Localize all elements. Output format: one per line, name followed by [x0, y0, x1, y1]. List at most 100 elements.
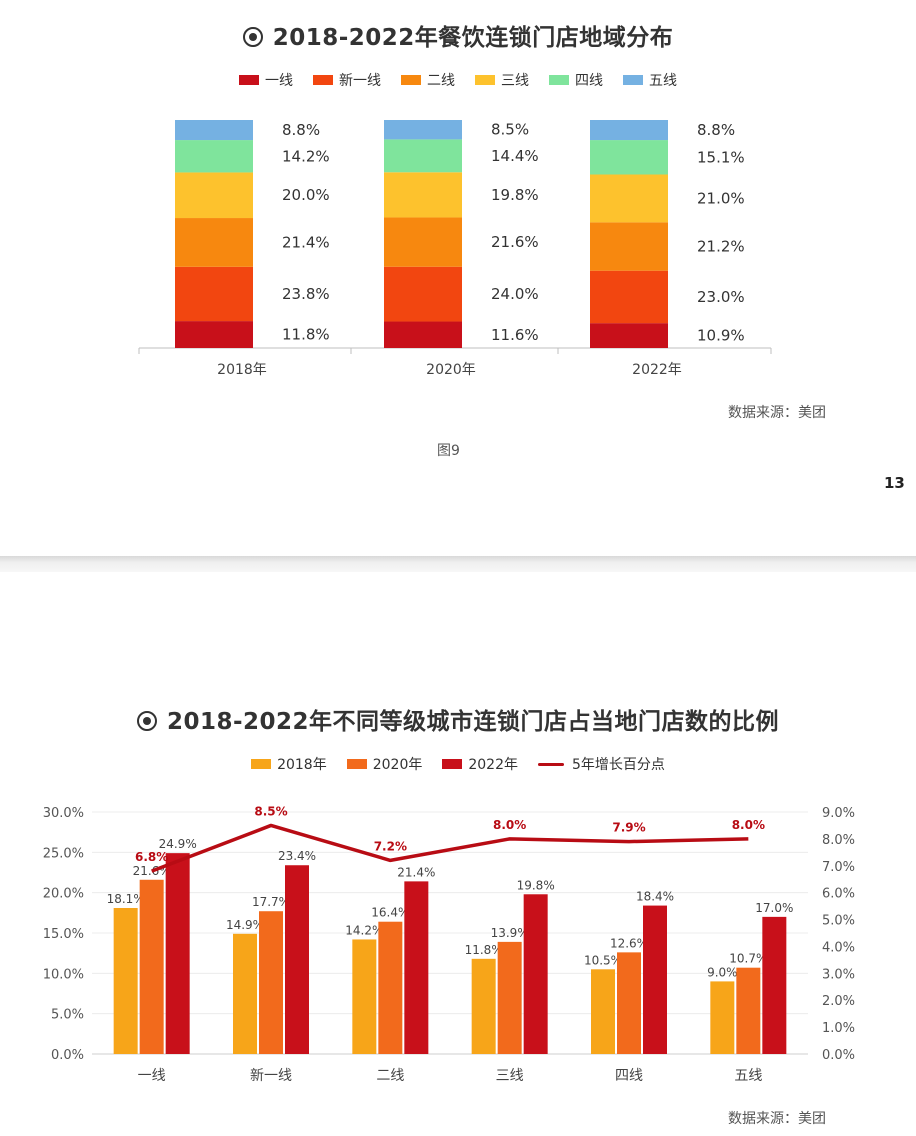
line-data-label: 7.9%	[612, 821, 645, 835]
data-label: 18.1%	[107, 892, 145, 906]
legend-swatch	[442, 759, 463, 769]
y2-tick-label: 8.0%	[822, 833, 855, 848]
stacked-bar-segment	[590, 270, 668, 324]
y2-tick-label: 3.0%	[822, 967, 855, 982]
y2-tick-label: 4.0%	[822, 940, 855, 955]
legend-label: 二线	[427, 73, 455, 89]
data-label: 21.6%	[491, 233, 539, 251]
data-label: 11.6%	[491, 326, 539, 344]
stacked-bar-segment	[384, 172, 462, 218]
data-label: 8.8%	[697, 121, 735, 139]
legend-swatch	[313, 75, 333, 85]
chart2-legend: 2018年 2020年 2022年 5年增长百分点	[0, 754, 916, 774]
y2-tick-label: 5.0%	[822, 914, 855, 929]
data-label: 23.8%	[282, 285, 330, 303]
report-page-14: 2018-2022年不同等级城市连锁门店占当地门店数的比例 2018年 2020年…	[0, 572, 916, 1136]
legend-label: 2020年	[372, 757, 423, 773]
legend-label: 一线	[265, 73, 293, 89]
report-page-13: 2018-2022年餐饮连锁门店地域分布 一线 新一线 二线 三线 四线 五线 11.8%…	[0, 0, 916, 556]
data-label: 14.9%	[226, 918, 264, 932]
data-label: 8.5%	[491, 121, 529, 139]
data-label: 21.0%	[697, 189, 745, 207]
legend-swatch	[251, 759, 272, 769]
legend-item: 2022年	[442, 754, 518, 774]
stacked-bar-segment	[590, 323, 668, 348]
stacked-bar-segment	[175, 218, 253, 267]
bar	[710, 981, 735, 1054]
x-tick-label: 2018年	[217, 362, 267, 378]
legend-item: 2018年	[251, 754, 327, 774]
stacked-bar-chart: 11.8% 23.8% 21.4% 20.0% 14.2% 8.8% 2018年 11.6% 2…	[138, 120, 772, 378]
bar	[139, 879, 164, 1054]
bar	[643, 905, 667, 1054]
y-tick-label: 10.0%	[43, 967, 84, 982]
data-label: 12.6%	[610, 936, 648, 950]
legend-item: 一线	[239, 70, 293, 90]
bar	[762, 916, 787, 1054]
stacked-bar-segment	[175, 321, 253, 348]
figure-caption: 图9	[437, 443, 460, 459]
chart1-source: 数据来源：美团	[728, 405, 826, 421]
data-label: 16.4%	[371, 906, 409, 920]
legend-swatch	[549, 75, 569, 85]
legend-item: 三线	[475, 70, 529, 90]
x-tick-label: 2022年	[632, 362, 682, 378]
bar	[352, 939, 377, 1054]
legend-label: 四线	[575, 73, 603, 89]
stacked-bar-segment	[384, 321, 462, 348]
legend-item: 五线	[623, 70, 677, 90]
stacked-bar-segment	[175, 120, 253, 141]
legend-swatch	[538, 762, 564, 766]
y-tick-label: 20.0%	[43, 887, 84, 902]
stacked-bar-segment	[384, 139, 462, 173]
legend-swatch	[401, 75, 421, 85]
data-label: 20.0%	[282, 186, 330, 204]
y-tick-label: 25.0%	[43, 846, 84, 861]
stacked-bar-segment	[175, 266, 253, 322]
bar	[165, 853, 190, 1054]
bar-line-combo-chart: 0.0% 5.0% 10.0% 15.0% 20.0% 25.0% 30.0% 0.0% 1.0…	[43, 804, 855, 1084]
bar	[113, 907, 138, 1054]
target-icon	[242, 27, 263, 47]
legend-item: 5年增长百分点	[538, 754, 665, 774]
chart2-source: 数据来源：美团	[728, 1111, 826, 1127]
data-label: 8.8%	[282, 121, 320, 139]
data-label: 21.4%	[282, 233, 330, 251]
y2-tick-label: 1.0%	[822, 1021, 855, 1036]
data-label: 21.2%	[697, 238, 745, 256]
legend-label: 新一线	[339, 73, 381, 89]
data-label: 17.7%	[252, 895, 290, 909]
data-label: 10.9%	[697, 327, 745, 345]
y-tick-label: 0.0%	[51, 1048, 84, 1063]
legend-label: 五线	[649, 73, 677, 89]
data-label: 24.9%	[159, 837, 197, 851]
stacked-bar-segment	[590, 174, 668, 223]
stacked-bar-segment	[590, 120, 668, 141]
chart1-title: 2018-2022年餐饮连锁门店地域分布	[0, 18, 916, 52]
y2-tick-label: 9.0%	[822, 806, 855, 821]
y2-tick-label: 2.0%	[822, 994, 855, 1009]
line-data-label: 8.5%	[254, 804, 287, 818]
data-label: 14.2%	[282, 147, 330, 165]
chart1-legend: 一线 新一线 二线 三线 四线 五线	[0, 70, 916, 90]
y2-tick-label: 7.0%	[822, 860, 855, 875]
line-series	[151, 823, 749, 873]
page-number: 13	[884, 474, 905, 492]
stacked-bar-segment	[590, 222, 668, 271]
line-data-label: 8.0%	[732, 818, 765, 832]
bar	[591, 969, 615, 1054]
stacked-bar-segment	[175, 172, 253, 219]
data-label: 17.0%	[755, 901, 793, 915]
legend-swatch	[475, 75, 495, 85]
legend-item: 二线	[401, 70, 455, 90]
bar	[285, 865, 309, 1054]
bar	[497, 941, 522, 1054]
y-tick-label: 30.0%	[43, 806, 84, 821]
data-label: 11.8%	[282, 326, 330, 344]
data-label: 23.4%	[278, 849, 316, 863]
data-label: 14.4%	[491, 147, 539, 165]
data-label: 18.4%	[636, 890, 674, 904]
page-separator	[0, 556, 916, 572]
data-label: 24.0%	[491, 285, 539, 303]
bar	[404, 881, 429, 1054]
